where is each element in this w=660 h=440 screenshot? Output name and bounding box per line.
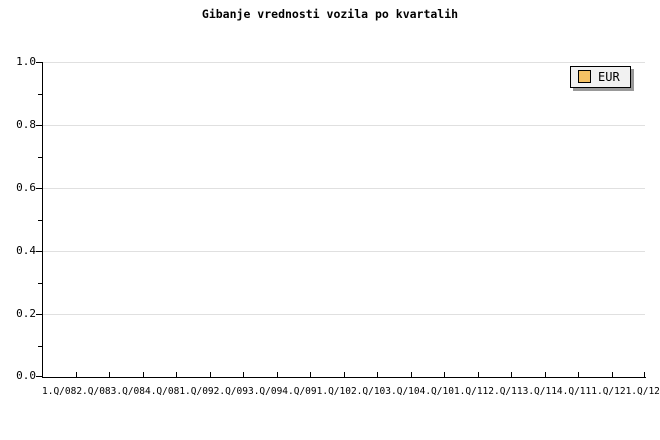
y-tick-label: 0.6 xyxy=(16,181,36,194)
legend: EUR xyxy=(570,66,631,88)
y-minor-tick xyxy=(38,220,42,221)
y-axis-line xyxy=(42,62,43,378)
plot-area xyxy=(42,62,645,377)
x-tick xyxy=(344,372,345,377)
x-tick xyxy=(176,372,177,377)
y-minor-tick xyxy=(38,283,42,284)
x-tick xyxy=(377,372,378,377)
x-tick xyxy=(578,372,579,377)
y-minor-tick xyxy=(38,94,42,95)
y-minor-tick xyxy=(38,346,42,347)
x-tick xyxy=(644,372,645,377)
x-tick xyxy=(243,372,244,377)
x-tick-label: 3.Q/11 xyxy=(522,386,557,397)
x-tick xyxy=(310,372,311,377)
x-tick-label: 3.Q/10 xyxy=(385,386,420,397)
x-tick-label: 2.Q/11 xyxy=(488,386,523,397)
y-major-tick-0 xyxy=(36,376,42,377)
y-tick-label: 0.8 xyxy=(16,118,36,131)
x-tick xyxy=(277,372,278,377)
x-tick xyxy=(76,372,77,377)
y-major-tick-0.6 xyxy=(36,188,42,189)
y-major-tick-0.8 xyxy=(36,125,42,126)
x-axis-labels: 1.Q/08 2.Q/08 3.Q/08 4.Q/08 1.Q/09 2.Q/09 3.Q/… xyxy=(42,386,660,398)
x-tick-label: 4.Q/09 xyxy=(282,386,317,397)
x-tick xyxy=(444,372,445,377)
x-tick xyxy=(511,372,512,377)
x-tick xyxy=(109,372,110,377)
x-tick-label: 2.Q/10 xyxy=(350,386,386,397)
legend-label-eur: EUR xyxy=(598,70,620,84)
y-tick-label: 0.0 xyxy=(16,369,36,382)
gridline-y-0.6 xyxy=(43,188,645,189)
x-tick xyxy=(612,372,613,377)
x-tick-label: 4.Q/10 xyxy=(419,386,454,397)
legend-swatch-eur xyxy=(578,70,591,83)
gridline-y-1 xyxy=(43,62,645,63)
x-tick xyxy=(478,372,479,377)
x-tick-label: 3.Q/08 xyxy=(110,386,145,397)
x-axis-line xyxy=(42,377,646,378)
chart-title: Gibanje vrednosti vozila po kvartalih xyxy=(201,7,459,21)
x-tick xyxy=(210,372,211,377)
x-tick-label: 2.Q/08 xyxy=(76,386,111,397)
x-tick xyxy=(143,372,144,377)
x-tick-label: 1.Q/12 xyxy=(591,386,626,397)
x-tick-label: 2.Q/09 xyxy=(213,386,248,397)
gridline-y-0.4 xyxy=(43,251,645,252)
y-major-tick-1 xyxy=(36,62,42,63)
gridline-y-0.2 xyxy=(43,314,645,315)
y-tick-label: 0.2 xyxy=(16,307,36,320)
x-tick-label: 1.Q/11 xyxy=(453,386,489,397)
y-tick-label: 1.0 xyxy=(16,55,36,68)
y-major-tick-0.4 xyxy=(36,251,42,252)
x-tick xyxy=(545,372,546,377)
x-tick-label: 3.Q/09 xyxy=(247,386,283,397)
x-tick-label: 4.Q/08 xyxy=(144,386,180,397)
gridline-y-0.8 xyxy=(43,125,645,126)
x-tick-label: 1.Q/10 xyxy=(316,386,351,397)
y-tick-label: 0.4 xyxy=(16,244,36,257)
y-major-tick-0.2 xyxy=(36,314,42,315)
x-tick xyxy=(411,372,412,377)
x-tick-label: 1.Q/08 xyxy=(42,386,77,397)
x-tick-label: 1.Q/12 xyxy=(625,386,660,397)
y-minor-tick xyxy=(38,157,42,158)
x-tick-label: 4.Q/11 xyxy=(556,386,592,397)
x-tick-label: 1.Q/09 xyxy=(179,386,214,397)
